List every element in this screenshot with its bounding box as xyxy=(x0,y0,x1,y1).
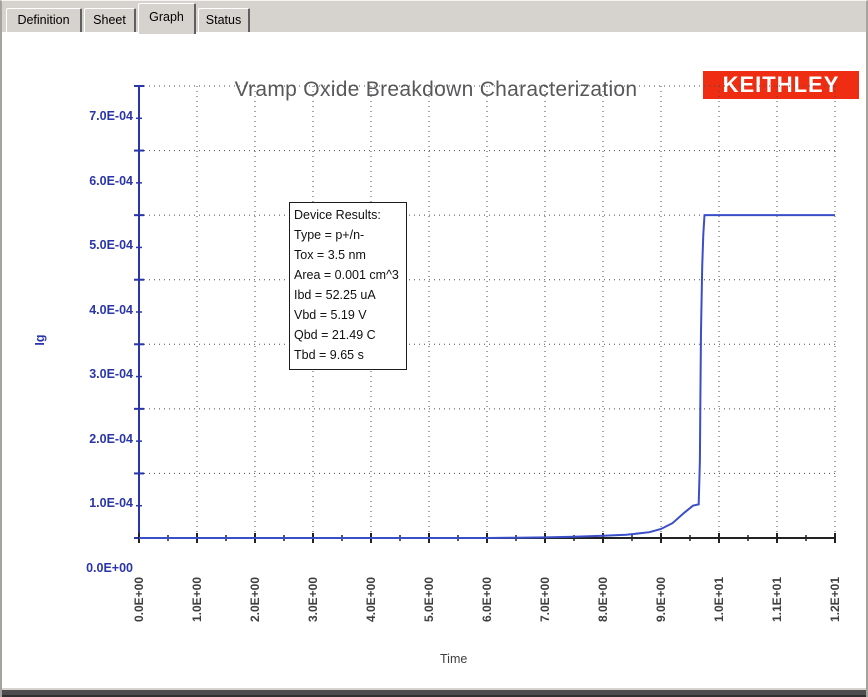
tab-bar: Definition Sheet Graph Status xyxy=(2,1,866,34)
device-result-line: Device Results: xyxy=(294,208,381,222)
device-result-line: Tox = 3.5 nm xyxy=(294,248,366,262)
y-tick-label: 4.0E-04 xyxy=(89,302,133,317)
y-tick-label: 6.0E-04 xyxy=(89,173,133,188)
y-tick-label: 2.0E-04 xyxy=(89,431,133,446)
tab-definition[interactable]: Definition xyxy=(6,8,82,32)
window-bottom-edge xyxy=(2,688,866,697)
device-result-line: Tbd = 9.65 s xyxy=(294,348,364,362)
series-Ig xyxy=(139,214,835,539)
keithley-logo: KEITHLEY xyxy=(703,71,859,99)
device-result-line: Type = p+/n- xyxy=(294,228,365,242)
y-tick-label: 0.0E+00 xyxy=(86,561,133,575)
graph-tab-page: Vramp Oxide Breakdown Characterization K… xyxy=(2,32,866,688)
y-tick-label: 1.0E-04 xyxy=(89,496,133,511)
y-tick-label: 7.0E-04 xyxy=(89,109,133,123)
tab-sheet[interactable]: Sheet xyxy=(84,8,136,32)
x-axis-label: Time xyxy=(440,652,468,666)
device-results-box: Device Results: Type = p+/n- Tox = 3.5 nm A… xyxy=(289,202,407,370)
device-result-line: Ibd = 52.25 uA xyxy=(294,288,376,302)
device-result-line: Qbd = 21.49 C xyxy=(294,328,376,342)
device-result-line: Area = 0.001 cm^3 xyxy=(294,268,399,282)
y-tick-label: 5.0E-04 xyxy=(89,238,133,253)
tab-graph[interactable]: Graph xyxy=(138,3,196,34)
chart-title: Vramp Oxide Breakdown Characterization xyxy=(234,78,638,101)
tab-status[interactable]: Status xyxy=(198,8,250,32)
device-result-line: Vbd = 5.19 V xyxy=(294,308,367,322)
y-tick-label: 3.0E-04 xyxy=(89,367,133,382)
plot-surface[interactable] xyxy=(2,32,868,692)
